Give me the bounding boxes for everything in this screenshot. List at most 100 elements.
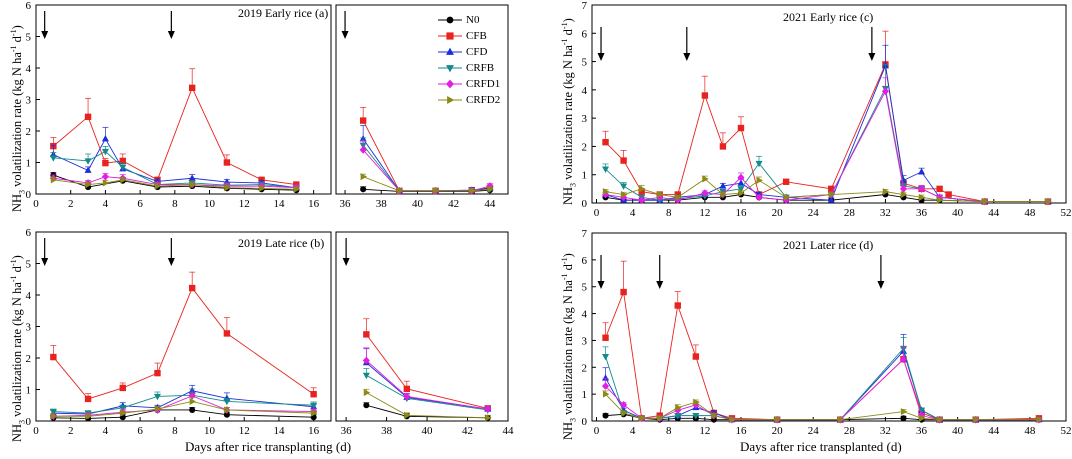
data-point-d-crfd2: [729, 416, 736, 424]
data-point-c-cfb: [936, 185, 943, 193]
data-point-c-crfb: [737, 186, 745, 193]
data-point-c-crfd2: [657, 190, 664, 199]
series-c-crfd2: [602, 175, 1052, 206]
data-point-c-crfd2: [1045, 198, 1052, 206]
data-point-a-cfb: [359, 117, 367, 124]
data-point-d-crfd2: [900, 408, 908, 416]
data-point-c-crfd1: [701, 189, 709, 197]
x-tick-label-b: 0: [33, 425, 39, 437]
legend-marker-cfb: [438, 32, 462, 40]
data-point-d-n0: [900, 415, 907, 422]
fertilization-arrowhead-d: [877, 281, 885, 289]
data-point-b-cfb: [84, 395, 92, 403]
data-point-c-crfd2: [882, 188, 890, 196]
x-axis-title-left: Days after rice transplanting (d): [185, 439, 352, 454]
series-line-c-crfb: [605, 87, 1048, 203]
x-tick-label-a: 42: [448, 198, 459, 210]
axis-frame-a-2: [335, 4, 509, 195]
x-tick-label-c: 8: [666, 207, 672, 219]
x-tick-label-b: 44: [503, 425, 515, 437]
fertilization-arrowhead-b: [167, 258, 175, 266]
series-d-cfb: [602, 260, 1043, 423]
data-point-d-crfd2: [693, 398, 700, 406]
data-point-c-crfd1: [755, 193, 763, 202]
x-tick-label-b: 36: [341, 425, 353, 437]
data-point-c-crfb: [755, 160, 763, 168]
data-point-c-crfd2: [756, 176, 763, 184]
x-tick-label-c: 36: [916, 207, 928, 219]
data-point-b-crfd1: [484, 405, 492, 413]
series-a-crfd1: [49, 140, 494, 195]
x-tick-label-c: 20: [772, 207, 784, 219]
y-tick-label-c: 0: [582, 198, 588, 210]
data-point-d-crfd2: [837, 416, 845, 424]
data-point-c-crfd1: [638, 196, 646, 205]
data-point-d-crfd2: [711, 412, 718, 420]
panel-title-d: 2021 Later rice (d): [783, 238, 874, 252]
data-point-c-cfb: [701, 92, 709, 99]
data-point-b-crfd1: [188, 391, 196, 400]
data-point-b-n0: [363, 402, 370, 409]
x-tick-label-d: 20: [772, 425, 784, 437]
data-point-c-cfb: [900, 180, 907, 187]
x-tick-label-c: 52: [1061, 207, 1072, 219]
y-tick-label-d: 0: [582, 416, 588, 428]
x-tick-label-d: 52: [1061, 425, 1072, 437]
data-point-a-crfb: [84, 158, 92, 165]
y-tick-label-c: 1: [582, 170, 588, 182]
data-point-c-crfd2: [720, 190, 727, 199]
y-tick-label-a: 4: [26, 63, 32, 75]
data-point-c-cfb: [620, 157, 627, 164]
series-line-b-cfb: [53, 287, 314, 400]
data-point-a-cfb: [188, 84, 196, 92]
data-point-c-cfb: [719, 143, 727, 150]
x-tick-label-b: 16: [308, 425, 320, 437]
data-point-c-crfd1: [881, 87, 889, 96]
data-point-a-crfd2: [293, 185, 301, 193]
data-point-b-cfb: [403, 385, 411, 393]
data-point-a-crfd1: [359, 146, 367, 154]
x-tick-label-b: 4: [103, 425, 109, 437]
legend-item-crfd1: CRFD1: [436, 76, 526, 92]
legend-symbol-cfd: [446, 47, 454, 55]
x-tick-label-d: 4: [630, 425, 636, 437]
y-tick-label-a: 6: [26, 0, 32, 12]
data-point-d-crfd2: [657, 414, 664, 422]
data-point-c-crfd2: [918, 193, 926, 201]
x-tick-label-a: 0: [33, 198, 39, 210]
series-a-crfd2: [50, 173, 494, 195]
data-point-b-cfb: [154, 369, 161, 377]
data-point-a-cfb: [119, 157, 126, 165]
y-tick-label-b: 5: [26, 259, 32, 271]
data-point-b-crfb: [362, 372, 370, 380]
legend-item-crfb: CRFB: [436, 60, 526, 76]
y-tick-label-b: 4: [26, 290, 32, 302]
series-d-crfd2: [602, 390, 1043, 424]
fertilization-arrowhead-a: [341, 31, 349, 39]
data-point-b-n0: [189, 406, 196, 414]
x-tick-label-d: 28: [844, 425, 856, 437]
legend-marker-n0: [438, 16, 462, 24]
data-point-d-crfd2: [639, 414, 646, 422]
data-point-b-crfd1: [403, 392, 411, 401]
y-tick-label-c: 5: [582, 57, 588, 69]
data-point-a-crfd2: [189, 181, 197, 189]
x-tick-label-a: 2: [68, 198, 74, 210]
series-d-crfd1: [602, 345, 1043, 424]
series-line-d-cfb: [605, 290, 1039, 421]
data-point-a-crfd2: [433, 187, 440, 195]
data-point-c-crfd1: [899, 185, 908, 193]
x-tick-label-b: 12: [239, 425, 250, 437]
series-c-crfb: [602, 64, 1052, 206]
legend-item-cfb: CFB: [436, 28, 526, 44]
legend-marker-crfd1: [438, 79, 462, 89]
x-tick-label-b: 2: [68, 425, 74, 437]
series-b-crfd2: [50, 388, 492, 422]
data-point-c-crfd2: [937, 196, 944, 204]
data-point-b-n0: [223, 411, 230, 418]
data-point-c-crfd2: [828, 190, 836, 199]
data-point-a-crfd2: [154, 182, 162, 190]
data-point-b-crfd1: [362, 356, 370, 365]
data-point-c-crfd1: [737, 173, 745, 182]
